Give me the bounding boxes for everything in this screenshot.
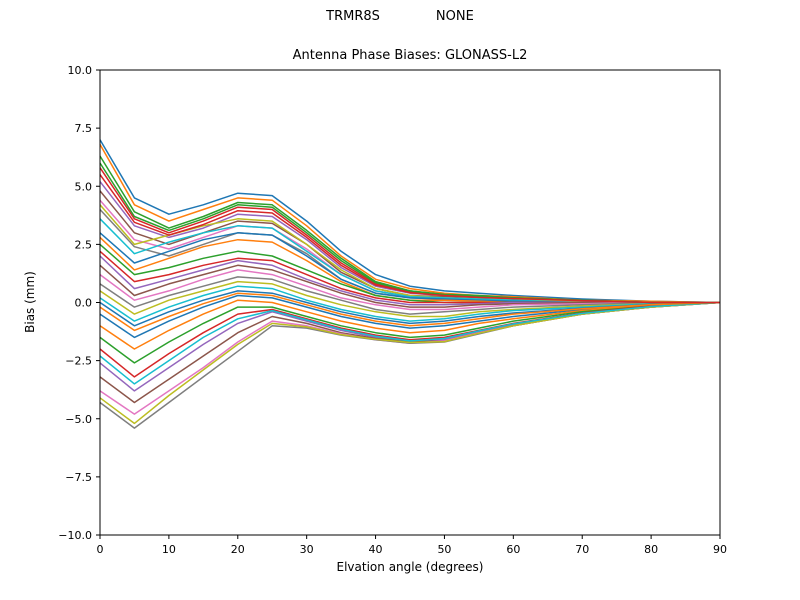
series-line [99,280,721,318]
series-line [99,294,721,339]
y-tick-label: 5.0 [75,180,93,193]
y-tick-label: −5.0 [65,413,92,426]
series-line [99,162,720,304]
series-line [99,301,721,425]
series-line [99,301,721,385]
series-line [99,301,721,364]
series-line [99,285,721,322]
series-line [99,269,720,311]
series-line [99,144,721,304]
series-line [99,299,721,350]
series-line [99,174,720,304]
series-line [99,264,720,308]
series-line [99,292,721,332]
figure-suptitle: TRMR8S NONE [0,9,800,24]
y-axis-label: Bias (mm) [23,271,37,333]
y-tick-label: −2.5 [65,355,92,368]
y-tick-label: −10.0 [58,529,92,542]
series-line [99,276,720,315]
x-tick-label: 30 [300,543,314,556]
y-tick-label: −7.5 [65,471,92,484]
x-tick-label: 50 [437,543,451,556]
series-line [99,181,720,304]
series-line [99,290,721,327]
x-tick-label: 40 [369,543,383,556]
y-tick-label: 2.5 [75,238,93,251]
series-line [99,199,720,304]
y-tick-label: 0.0 [75,297,93,310]
y-tick-label: 10.0 [68,64,93,77]
x-axis-label: Elvation angle (degrees) [336,560,484,574]
y-tick-label: 7.5 [75,122,93,135]
x-tick-label: 60 [506,543,520,556]
x-tick-label: 80 [644,543,658,556]
x-tick-label: 10 [162,543,176,556]
suptitle-radome: NONE [435,9,474,24]
suptitle-antenna: TRMR8S [326,9,380,24]
x-tick-label: 70 [575,543,589,556]
series-line [99,139,721,304]
x-tick-label: 90 [713,543,727,556]
chart-title: Antenna Phase Biases: GLONASS-L2 [292,48,528,63]
x-tick-label: 20 [231,543,245,556]
series-line [99,301,721,404]
x-tick-label: 0 [97,543,104,556]
